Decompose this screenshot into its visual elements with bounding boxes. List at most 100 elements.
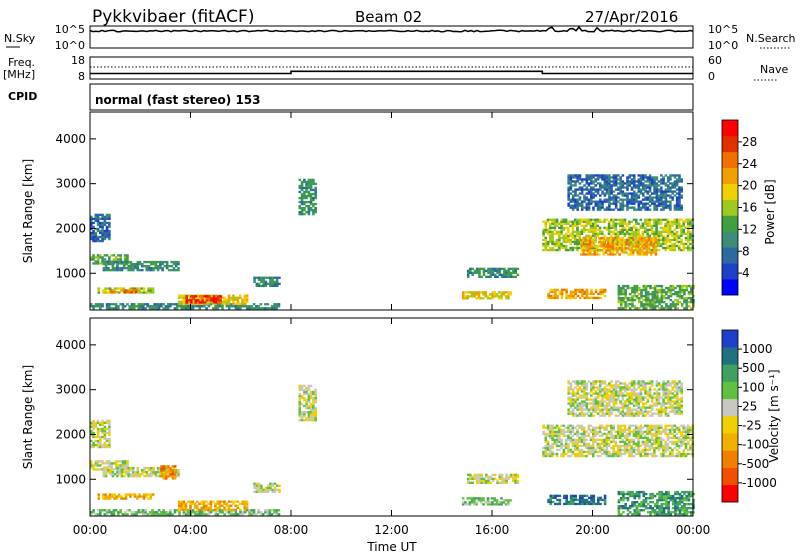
heatmap-cell	[312, 188, 315, 192]
heatmap-cell	[300, 386, 304, 390]
heatmap-cell	[218, 506, 222, 509]
heatmap-cell	[585, 186, 589, 189]
heatmap-cell	[136, 497, 139, 500]
heatmap-cell	[647, 299, 650, 302]
heatmap-cell	[605, 188, 609, 191]
heatmap-cell	[628, 248, 631, 252]
heatmap-cell	[105, 427, 109, 431]
heatmap-cell	[92, 466, 95, 469]
heatmap-cell	[252, 307, 256, 310]
heatmap-cell	[610, 186, 613, 189]
heatmap-cell	[665, 286, 668, 290]
heatmap-cell	[509, 293, 512, 296]
heatmap-cell	[466, 297, 469, 300]
heatmap-cell	[132, 469, 135, 472]
heatmap-cell	[123, 305, 127, 308]
heatmap-cell	[635, 286, 639, 290]
heatmap-cell	[614, 452, 618, 456]
heatmap-cell	[673, 232, 676, 236]
heatmap-cell	[592, 382, 595, 385]
heatmap-cell	[596, 220, 600, 223]
heatmap-cell	[214, 506, 217, 509]
heatmap-cell	[580, 384, 584, 387]
heatmap-cell	[682, 424, 685, 427]
heatmap-cell	[633, 180, 636, 183]
heatmap-cell	[635, 228, 638, 232]
heatmap-cell	[680, 224, 683, 228]
heatmap-cell	[608, 198, 611, 201]
heatmap-cell	[646, 424, 649, 427]
heatmap-cell	[621, 190, 625, 193]
heatmap-cell	[683, 297, 686, 300]
heatmap-cell	[664, 230, 667, 234]
heatmap-cell	[647, 249, 651, 252]
heatmap-cell	[571, 434, 575, 438]
heatmap-cell	[105, 307, 109, 310]
heatmap-cell	[99, 439, 102, 443]
heatmap-cell	[671, 288, 675, 292]
heatmap-cell	[682, 222, 685, 225]
heatmap-cell	[605, 452, 609, 456]
heatmap-cell	[630, 232, 633, 236]
heatmap-cell	[580, 396, 584, 399]
heatmap-cell	[105, 227, 109, 231]
heatmap-cell	[245, 298, 249, 301]
heatmap-cell	[632, 450, 636, 454]
heatmap-cell	[546, 230, 550, 234]
heatmap-cell	[471, 271, 474, 275]
heatmap-cell	[151, 305, 154, 308]
heatmap-cell	[487, 477, 490, 481]
heatmap-cell	[103, 215, 107, 219]
heatmap-cell	[612, 454, 615, 458]
colorbar-swatch	[722, 135, 738, 153]
heatmap-cell	[610, 446, 613, 450]
heatmap-cell	[309, 196, 313, 200]
heatmap-cell	[664, 206, 668, 209]
heatmap-cell	[477, 293, 481, 296]
y-tick-label: 3000	[55, 177, 86, 191]
heatmap-cell	[142, 511, 145, 514]
heatmap-cell	[567, 434, 570, 438]
heatmap-cell	[121, 288, 124, 292]
heatmap-cell	[145, 267, 149, 270]
heatmap-cell	[619, 426, 622, 429]
heatmap-cell	[625, 432, 629, 436]
heatmap-cell	[669, 208, 672, 211]
heatmap-cell	[628, 454, 631, 458]
heatmap-cell	[578, 188, 582, 191]
heatmap-cell	[603, 184, 607, 187]
heatmap-cell	[611, 247, 615, 250]
heatmap-cell	[218, 509, 222, 512]
heatmap-cell	[134, 265, 137, 268]
heatmap-cell	[544, 242, 548, 246]
heatmap-cell	[653, 200, 656, 203]
heatmap-cell	[657, 218, 661, 221]
heatmap-cell	[99, 511, 102, 514]
heatmap-cell	[275, 284, 279, 288]
heatmap-cell	[105, 460, 109, 463]
heatmap-cell	[585, 188, 589, 191]
heatmap-cell	[680, 226, 683, 230]
heatmap-cell	[101, 260, 104, 263]
heatmap-cell	[199, 295, 202, 298]
heatmap-cell	[314, 202, 317, 206]
heatmap-cell	[229, 296, 233, 299]
heatmap-cell	[589, 428, 593, 431]
heatmap-cell	[660, 297, 664, 300]
heatmap-cell	[667, 305, 670, 308]
heatmap-cell	[637, 182, 641, 185]
heatmap-cell	[675, 232, 679, 236]
heatmap-cell	[641, 247, 644, 250]
heatmap-cell	[598, 218, 602, 221]
heatmap-cell	[620, 243, 624, 246]
heatmap-cell	[687, 234, 690, 238]
heatmap-cell	[656, 288, 659, 292]
heatmap-cell	[684, 444, 688, 448]
heatmap-cell	[639, 432, 643, 436]
heatmap-cell	[571, 398, 575, 401]
heatmap-cell	[461, 293, 465, 296]
heatmap-cell	[617, 288, 621, 292]
heatmap-cell	[598, 448, 602, 452]
heatmap-cell	[592, 426, 595, 429]
heatmap-cell	[623, 226, 627, 230]
